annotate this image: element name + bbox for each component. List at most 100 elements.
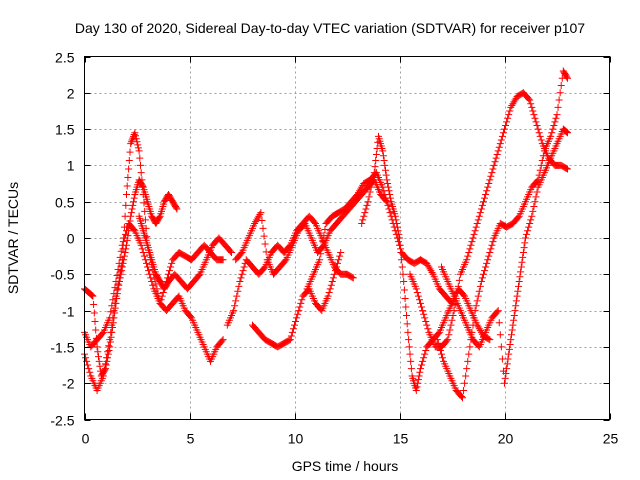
data-point	[127, 212, 135, 220]
data-point	[109, 296, 117, 304]
data-point	[360, 212, 368, 220]
data-point	[484, 183, 492, 191]
data-point	[501, 379, 508, 387]
data-point	[349, 274, 357, 282]
data-point	[509, 100, 517, 108]
data-point	[486, 336, 494, 344]
data-point	[499, 129, 507, 137]
data-point	[513, 292, 521, 300]
data-point	[562, 164, 570, 172]
data-point	[401, 295, 409, 302]
data-point	[134, 141, 142, 149]
data-point	[524, 227, 532, 235]
data-point	[420, 354, 428, 362]
data-point	[354, 190, 361, 198]
data-point	[120, 252, 128, 260]
data-point	[454, 282, 462, 290]
data-point	[446, 326, 454, 334]
data-point	[228, 249, 235, 257]
axis-ticks	[84, 56, 611, 421]
data-point	[140, 252, 148, 260]
data-point	[486, 249, 494, 257]
data-point	[523, 230, 531, 238]
data-point	[522, 234, 529, 242]
data-point	[463, 365, 471, 373]
data-point	[504, 355, 512, 363]
data-point	[470, 230, 478, 238]
x-tick-labels: 0 5 10 15 20 25	[82, 431, 619, 447]
data-point	[316, 256, 324, 264]
data-point	[528, 103, 536, 111]
data-point	[527, 216, 535, 224]
data-point	[435, 343, 443, 351]
data-point	[476, 282, 484, 290]
data-point	[405, 343, 413, 351]
data-point	[448, 316, 456, 324]
data-point	[98, 330, 106, 338]
data-point	[102, 365, 109, 373]
data-point	[556, 89, 564, 97]
data-point	[129, 201, 137, 209]
data-point	[505, 345, 513, 353]
data-point	[103, 357, 111, 365]
data-point	[508, 102, 516, 110]
data-point	[118, 263, 126, 271]
data-point	[403, 320, 411, 328]
data-point	[485, 335, 493, 343]
data-point	[412, 386, 420, 394]
data-point	[436, 347, 444, 355]
data-point	[396, 241, 404, 249]
data-point	[510, 316, 518, 324]
series-9	[358, 132, 494, 394]
data-point	[106, 343, 114, 351]
data-point	[475, 287, 483, 295]
data-point	[503, 118, 511, 126]
data-point	[359, 216, 367, 224]
data-point	[238, 270, 246, 278]
data-point	[502, 121, 510, 129]
data-point	[292, 317, 300, 325]
data-point	[498, 132, 506, 140]
data-point	[397, 249, 405, 257]
data-point	[259, 224, 267, 232]
data-point	[86, 368, 94, 376]
data-point	[358, 219, 366, 227]
data-point	[253, 216, 261, 224]
data-point	[439, 354, 447, 362]
data-point	[450, 307, 458, 315]
data-point	[108, 302, 116, 310]
data-point	[137, 161, 144, 169]
data-point	[521, 239, 529, 247]
data-point	[335, 256, 343, 264]
data-point	[525, 223, 533, 231]
data-point	[393, 219, 401, 227]
data-point	[548, 129, 556, 137]
data-point	[463, 256, 471, 264]
data-point	[533, 177, 541, 185]
data-point	[136, 154, 144, 162]
data-point	[510, 311, 518, 319]
data-point	[260, 232, 268, 240]
data-point	[471, 307, 479, 315]
data-point	[529, 207, 537, 215]
data-point	[329, 274, 337, 282]
data-point	[422, 317, 430, 325]
data-point	[145, 267, 153, 275]
data-point	[472, 223, 480, 231]
data-point	[232, 297, 240, 305]
data-point	[497, 343, 505, 351]
data-point	[252, 218, 260, 226]
data-point	[372, 157, 380, 165]
data-point	[261, 240, 269, 248]
y-tick-label: 1.5	[55, 122, 75, 138]
data-point	[139, 249, 147, 257]
data-point	[482, 190, 490, 198]
x-tick-label: 5	[187, 431, 195, 447]
data-point	[473, 297, 481, 305]
data-point	[125, 165, 133, 173]
data-point	[412, 285, 420, 293]
data-point	[531, 114, 539, 122]
data-point	[218, 337, 226, 345]
data-point	[108, 328, 116, 336]
data-point	[118, 267, 126, 275]
